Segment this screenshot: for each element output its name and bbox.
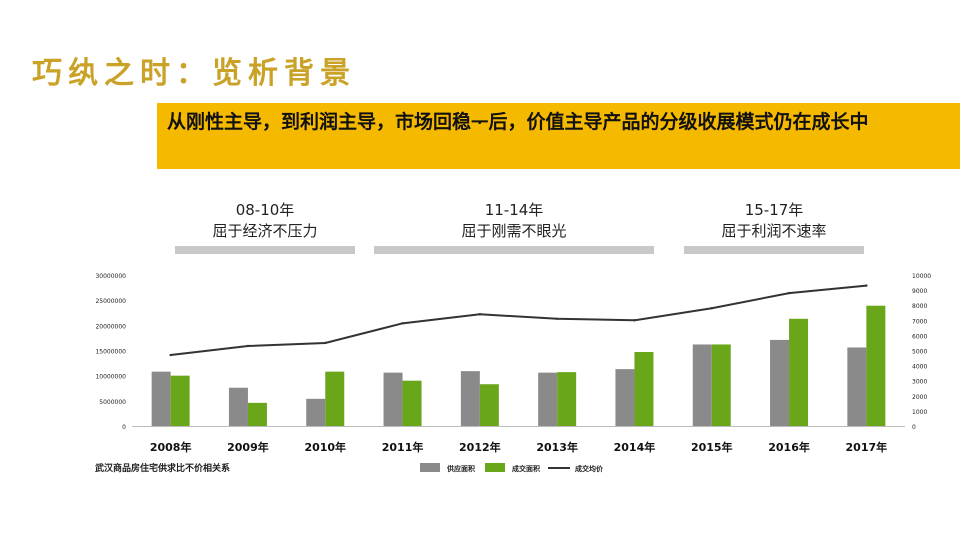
- right-tick-label: 9000: [912, 288, 927, 295]
- bar-deal: [325, 371, 345, 426]
- phase-2011-2014: 11-14年 屈于刚需不眼光: [374, 200, 654, 254]
- left-tick-label: 20000000: [95, 323, 126, 330]
- bar-deal: [557, 372, 577, 426]
- right-tick-label: 5000: [912, 349, 927, 356]
- right-axis: 1000090008000700060005000400030002000100…: [912, 273, 931, 431]
- bar-supply: [383, 372, 403, 426]
- price-line: [170, 284, 867, 357]
- left-tick-label: 5000000: [99, 399, 126, 406]
- right-tick-label: 7000: [912, 318, 927, 325]
- left-tick-label: 0: [122, 424, 126, 431]
- price-point: [246, 344, 250, 348]
- right-tick-label: 1000: [912, 409, 927, 416]
- bar-supply: [538, 372, 558, 426]
- x-tick-label: 2015年: [691, 440, 733, 454]
- phase-desc: 屈于刚需不眼光: [461, 222, 567, 240]
- bar-deal: [170, 375, 190, 426]
- page-title: 巧纨之时：览析背景: [32, 56, 356, 91]
- bar-supply: [847, 347, 867, 426]
- price-point: [633, 319, 636, 322]
- phase-divider: [684, 246, 864, 254]
- right-tick-label: 6000: [912, 333, 927, 340]
- price-point: [787, 291, 791, 295]
- legend-label: 供应面积: [446, 464, 475, 473]
- legend-label: 成交均价: [575, 464, 604, 473]
- price-point: [710, 307, 713, 310]
- bar-supply: [460, 371, 480, 426]
- phase-desc: 屈于经济不压力: [212, 222, 318, 240]
- phase-desc: 屈于利润不速率: [721, 222, 827, 240]
- bar-supply: [692, 344, 712, 426]
- x-tick-label: 2013年: [536, 440, 578, 454]
- x-tick-label: 2014年: [614, 440, 656, 454]
- price-point: [401, 322, 404, 325]
- phase-range: 15-17年: [744, 201, 804, 219]
- left-tick-label: 25000000: [95, 298, 126, 305]
- bar-deal: [789, 318, 809, 426]
- price-point: [555, 317, 559, 320]
- x-tick-label: 2016年: [768, 440, 810, 454]
- price-point: [478, 313, 482, 316]
- x-tick-label: 2011年: [382, 440, 424, 454]
- bar-series: [151, 305, 886, 426]
- left-tick-label: 15000000: [95, 349, 126, 356]
- bar-deal: [479, 384, 499, 426]
- x-tick-label: 2009年: [227, 440, 269, 454]
- phase-divider: [175, 246, 355, 254]
- bar-deal: [247, 402, 267, 426]
- right-tick-label: 4000: [912, 364, 927, 371]
- legend-swatch: [420, 463, 440, 472]
- x-tick-label: 2017年: [846, 440, 888, 454]
- legend-label: 成交面积: [512, 464, 540, 473]
- phase-divider: [374, 246, 654, 254]
- bar-supply: [615, 369, 635, 426]
- phase-range: 08-10年: [235, 201, 295, 219]
- price-point: [324, 341, 327, 345]
- left-tick-label: 30000000: [95, 273, 126, 280]
- right-tick-label: 3000: [912, 379, 927, 386]
- left-axis: 30000000 25000000 20000000 15000000 10000000…: [95, 273, 126, 431]
- bar-supply: [306, 398, 326, 426]
- bar-deal: [711, 344, 731, 426]
- right-tick-label: 10000: [912, 273, 931, 280]
- price-point: [865, 284, 868, 287]
- price-line-series: [169, 284, 868, 357]
- bar-supply: [151, 371, 171, 426]
- chart-caption: 武汉商品房住宅供求比不价相关系: [95, 462, 230, 474]
- x-axis: 2008年 2009年 2010年 2011年 2012年 2013年 2014年 2015年…: [132, 426, 905, 454]
- right-tick-label: 0: [912, 424, 916, 431]
- phase-2008-2010: 08-10年 屈于经济不压力: [175, 200, 355, 254]
- bar-supply: [770, 339, 790, 426]
- legend-swatch: [485, 463, 505, 472]
- x-tick-label: 2008年: [150, 440, 192, 454]
- headline-text: 从刚性主导，到利润主导，市场回稳ᅮ后，价值主导产品的分级收展模式仍在成长中: [167, 111, 869, 133]
- headline-banner: 从刚性主导，到利润主导，市场回稳ᅮ后，价值主导产品的分级收展模式仍在成长中: [157, 103, 960, 169]
- x-tick-label: 2012年: [459, 440, 501, 454]
- x-tick-label: 2010年: [304, 440, 346, 454]
- right-tick-label: 8000: [912, 303, 927, 310]
- phase-range: 11-14年: [484, 201, 544, 219]
- legend: 供应面积 成交面积 成交均价: [420, 463, 604, 473]
- phase-2015-2017: 15-17年 屈于利润不速率: [684, 200, 864, 254]
- bar-deal: [402, 380, 422, 426]
- left-tick-label: 10000000: [95, 374, 126, 381]
- right-tick-label: 2000: [912, 394, 927, 401]
- price-point: [169, 353, 172, 357]
- bar-deal: [634, 352, 654, 426]
- bar-deal: [866, 305, 886, 426]
- bar-supply: [228, 387, 248, 426]
